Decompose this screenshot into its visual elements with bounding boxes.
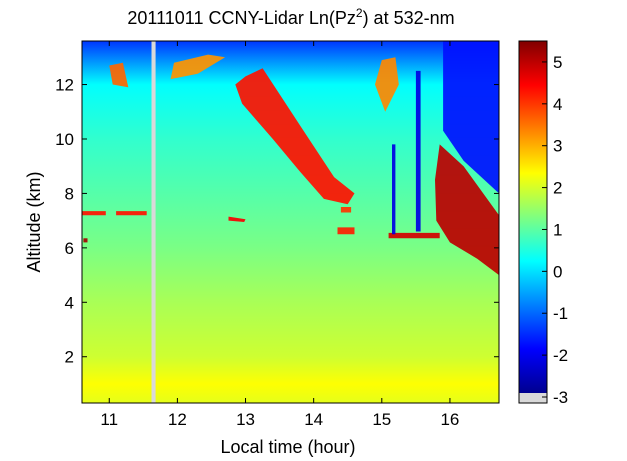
y-tick-label: 10 [55,130,74,149]
x-tick-label: 11 [100,410,118,429]
aerosol-layer-1 [82,211,106,216]
aerosol-layer-4 [388,232,440,239]
noise-region [443,41,499,194]
x-axis: 11 12 13 14 15 16 [100,41,459,429]
colorbar-tick-label: 5 [553,53,562,72]
x-tick-label: 13 [236,410,255,429]
y-tick-label: 6 [65,239,74,258]
clear-column-2 [415,70,421,232]
y-axis-label: Altitude (km) [24,171,44,272]
cloud-layer-5 [109,62,129,88]
colorbar-gradient [519,41,547,393]
aerosol-layer-6 [340,207,352,213]
aerosol-layer-5 [337,227,355,235]
aerosol-spot [83,238,88,243]
cloud-layer-2 [435,144,499,276]
colorbar-tick-label: 3 [553,137,562,156]
colorbar-tick-label: -3 [553,388,568,407]
cloud-layer-1 [235,68,355,205]
y-axis: 2 4 6 8 10 12 [55,76,499,367]
colorbar-tick-label: 1 [553,220,562,239]
colorbar-tick-label: 2 [553,179,562,198]
title-superscript: 2 [356,6,363,20]
y-tick-label: 4 [65,293,74,312]
y-tick-label: 2 [65,348,74,367]
heatmap-plot-area [82,41,499,403]
x-axis-label: Local time (hour) [220,437,355,457]
aerosol-layer-2 [116,211,147,216]
cloud-layer-4 [375,57,399,112]
y-tick-label: 12 [55,76,74,95]
clear-column-1 [392,144,396,235]
colorbar-frame [518,40,548,404]
colorbar-nodata-swatch [519,393,547,403]
x-tick-label: 14 [304,410,323,429]
chart-title: 20111011 CCNY-Lidar Ln(Pz2) at 532-nm [127,6,454,28]
x-tick-label: 15 [372,410,391,429]
colorbar-tick-label: 0 [553,262,562,281]
aerosol-layer-3 [228,216,246,222]
colorbar-tick-label: -2 [553,346,568,365]
colorbar-tick-label: 4 [553,95,562,114]
x-tick-label: 12 [168,410,187,429]
plot-frame [81,40,500,404]
colorbar-tick-label: -1 [553,304,568,323]
heatmap-background [82,41,499,403]
colorbar: -3 -2 -1 0 1 2 3 4 5 [518,40,568,407]
y-tick-label: 8 [65,184,74,203]
x-tick-label: 16 [440,410,459,429]
cloud-layer-3 [170,54,226,80]
data-gap-column [151,41,156,403]
